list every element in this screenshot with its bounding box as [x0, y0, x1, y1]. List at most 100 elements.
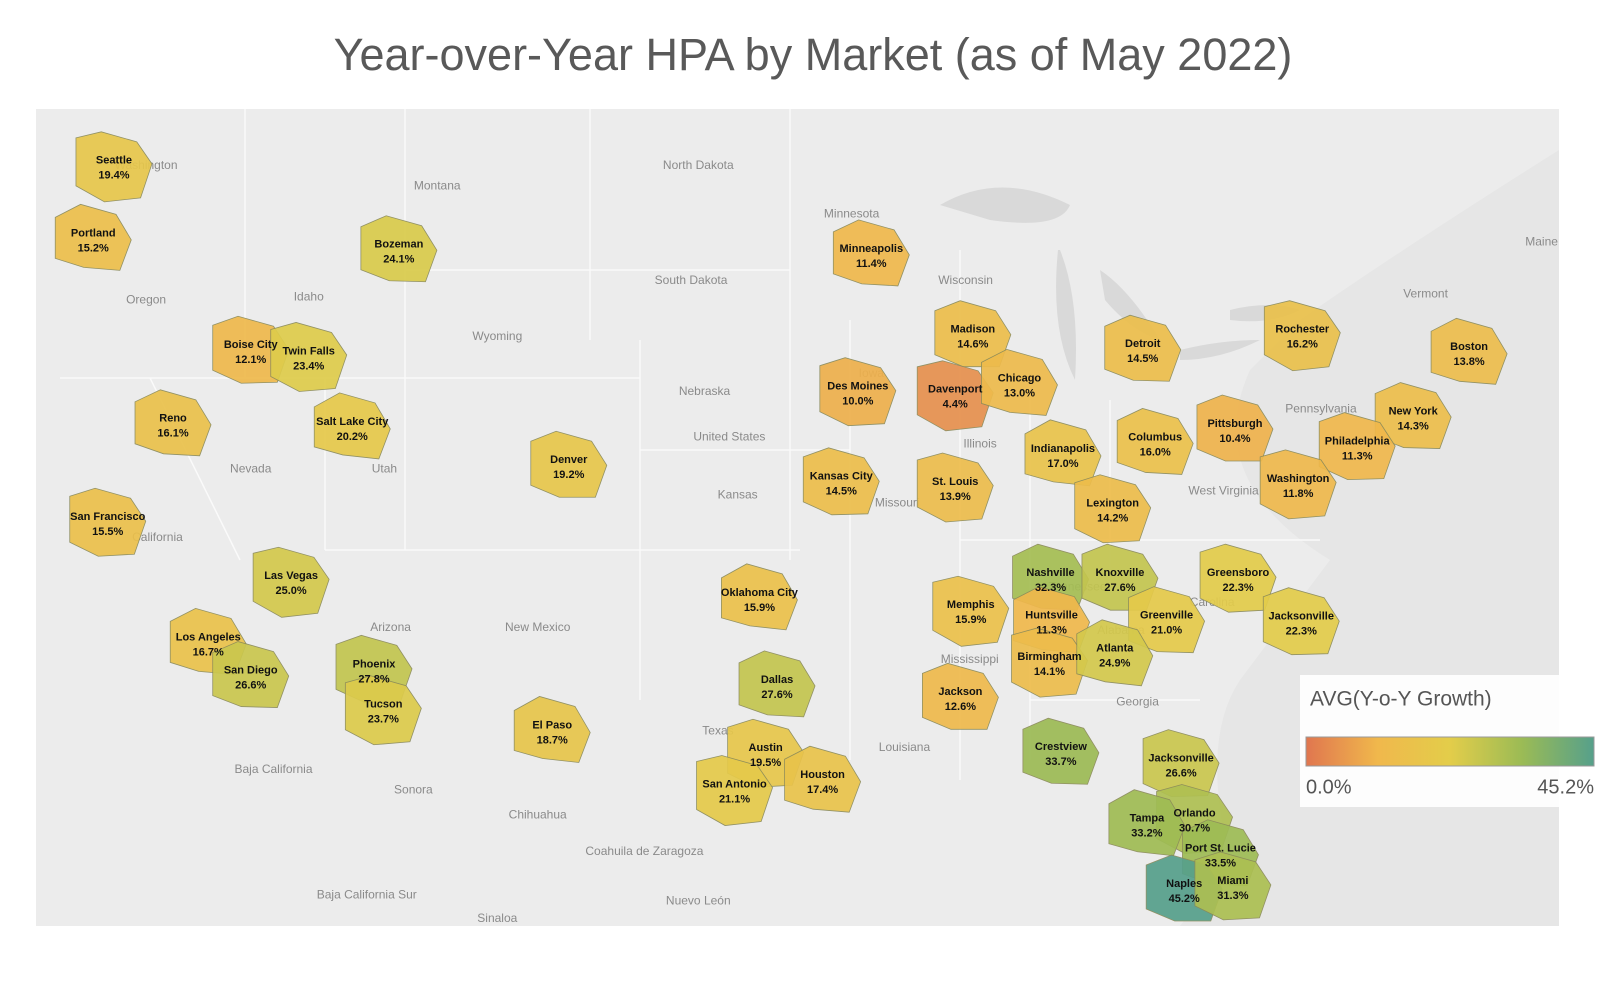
market-name: Las Vegas: [264, 570, 318, 582]
market-value: 10.0%: [842, 396, 873, 408]
market-area: [212, 641, 290, 708]
market-value: 23.4%: [293, 360, 324, 372]
market-area: [252, 546, 330, 618]
market-value: 15.9%: [744, 602, 775, 614]
market-name: Birmingham: [1017, 651, 1081, 663]
place-label: Minnesota: [824, 207, 880, 221]
market-name: El Paso: [532, 719, 572, 731]
market-name: Washington: [1267, 473, 1330, 485]
market-name: New York: [1389, 405, 1439, 417]
place-label: Texas: [702, 724, 733, 738]
market-value: 13.8%: [1453, 356, 1484, 368]
market-value: 21.1%: [719, 793, 750, 805]
market-value: 14.2%: [1097, 513, 1128, 525]
market-value: 16.0%: [1140, 446, 1171, 458]
market-value: 32.3%: [1035, 582, 1066, 594]
market-value: 11.3%: [1036, 625, 1067, 637]
market-value: 4.4%: [943, 399, 968, 411]
market-value: 25.0%: [276, 585, 307, 597]
market-area: [916, 452, 994, 523]
place-label: Vermont: [1403, 286, 1448, 300]
market-name: Seattle: [96, 155, 132, 167]
place-label: Nuevo León: [666, 894, 731, 908]
market-area: [738, 650, 816, 718]
place-label: Arizona: [370, 620, 411, 634]
market-area: [75, 131, 153, 203]
market-value: 27.6%: [761, 689, 792, 701]
market-value: 14.5%: [1127, 353, 1158, 365]
market-value: 10.4%: [1219, 433, 1250, 445]
market-area: [313, 392, 391, 460]
market-name: Huntsville: [1025, 610, 1078, 622]
market-value: 16.2%: [1287, 339, 1318, 351]
market-name: San Francisco: [70, 511, 145, 523]
place-label: Chihuahua: [509, 808, 567, 822]
place-label: Utah: [372, 461, 397, 475]
market-value: 45.2%: [1169, 893, 1200, 905]
market-name: Greensboro: [1207, 567, 1270, 579]
market-value: 30.7%: [1179, 822, 1210, 834]
legend: AVG(Y-o-Y Growth) 0.0% 45.2%: [1300, 675, 1602, 807]
market-area: [270, 322, 348, 392]
market-area: [981, 348, 1058, 416]
market-value: 12.6%: [945, 701, 976, 713]
place-label: Baja California Sur: [317, 887, 417, 901]
legend-min: 0.0%: [1306, 776, 1352, 798]
market-area: [802, 447, 880, 516]
market-area: [1076, 619, 1154, 687]
market-area: [1263, 300, 1341, 372]
market-name: Port St. Lucie: [1185, 843, 1256, 855]
market-area: [1011, 627, 1088, 698]
market-name: Nashville: [1026, 567, 1074, 579]
market-name: Los Angeles: [176, 631, 241, 643]
market-name: Lexington: [1086, 498, 1139, 510]
market-name: Boise City: [224, 339, 279, 351]
place-label: Missouri: [875, 496, 920, 510]
market-value: 15.2%: [78, 242, 109, 254]
market-value: 27.6%: [1104, 582, 1135, 594]
place-label: California: [132, 530, 183, 544]
market-area: [69, 487, 147, 557]
market-name: Houston: [800, 769, 845, 781]
market-name: Rochester: [1275, 324, 1330, 336]
market-name: Tucson: [364, 699, 403, 711]
market-area: [1430, 317, 1508, 385]
market-name: Knoxville: [1096, 567, 1145, 579]
market-name: Columbus: [1128, 431, 1182, 443]
place-label: New Mexico: [505, 620, 571, 634]
market-name: Kansas City: [810, 471, 874, 483]
place-label: Illinois: [963, 437, 996, 451]
map-labels: Montana North Dakota South Dakota Minnesota…: [115, 158, 1559, 925]
market-value: 19.4%: [98, 170, 129, 182]
place-label: Baja California: [234, 762, 312, 776]
market-area: [360, 215, 438, 283]
place-label: Nebraska: [679, 384, 731, 398]
market-value: 26.6%: [1165, 768, 1196, 780]
market-area: [922, 662, 999, 730]
market-value: 22.3%: [1222, 582, 1253, 594]
market-name: Naples: [1166, 878, 1202, 890]
market-name: Des Moines: [827, 381, 888, 393]
market-area: [916, 360, 994, 432]
market-name: Tampa: [1130, 813, 1166, 825]
market-value: 20.2%: [337, 431, 368, 443]
market-name: Greenville: [1140, 610, 1193, 622]
place-label: Nevada: [230, 461, 272, 475]
market-value: 33.7%: [1045, 756, 1076, 768]
market-area: [1022, 717, 1100, 785]
market-name: Philadelphia: [1325, 436, 1391, 448]
market-value: 23.7%: [368, 714, 399, 726]
market-name: Miami: [1217, 875, 1248, 887]
place-label: West Virginia: [1188, 483, 1259, 497]
market-name: Chicago: [998, 372, 1042, 384]
place-label: Montana: [414, 179, 461, 193]
market-area: [54, 203, 132, 271]
market-name: Austin: [749, 742, 784, 754]
place-label: Kansas: [718, 487, 758, 501]
market-area: [1108, 789, 1186, 857]
market-name: St. Louis: [932, 476, 978, 488]
place-label: North Dakota: [663, 158, 734, 172]
legend-scale: [1305, 736, 1595, 767]
market-area: [530, 430, 608, 498]
legend-title: AVG(Y-o-Y Growth): [1310, 688, 1492, 711]
